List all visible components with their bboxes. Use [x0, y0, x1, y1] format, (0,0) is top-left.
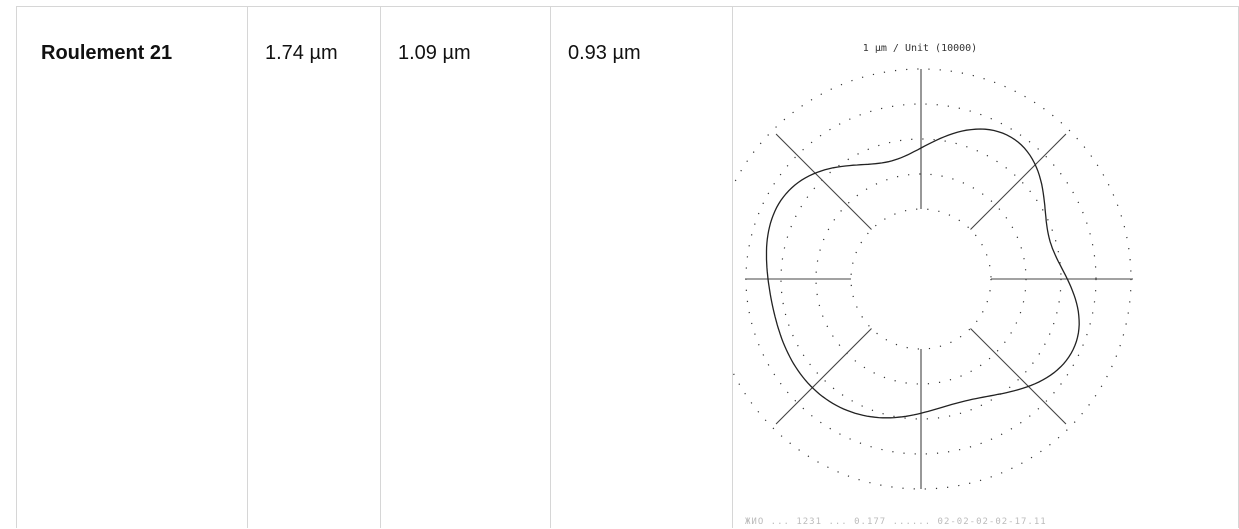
grid-circle [850, 208, 992, 350]
roundness-plot: 1 µm / Unit (10000) ЖИО ... 1231 ... 0.1… [733, 7, 1239, 529]
measurement-value-3: 0.93 µm [551, 7, 733, 528]
bearing-name: Roulement 21 [17, 7, 248, 528]
grid-spoke [775, 133, 872, 230]
plot-scale-label: 1 µm / Unit (10000) [862, 43, 978, 54]
grid-spoke [970, 328, 1067, 425]
results-table-row: Roulement 21 1.74 µm 1.09 µm 0.93 µm 1 µ… [16, 6, 1239, 528]
grid-spoke [775, 328, 872, 425]
plot-footer-text: ЖИО ... 1231 ... 0.177 ...... 02-02-02-0… [745, 517, 1047, 527]
roundness-plot-cell: 1 µm / Unit (10000) ЖИО ... 1231 ... 0.1… [733, 7, 1239, 528]
measurement-value-2: 1.09 µm [381, 7, 551, 528]
roundness-profile-curve [765, 128, 1080, 419]
polar-roundness-chart [733, 68, 1133, 490]
measurement-value-1: 1.74 µm [248, 7, 381, 528]
grid-spoke [970, 133, 1067, 230]
